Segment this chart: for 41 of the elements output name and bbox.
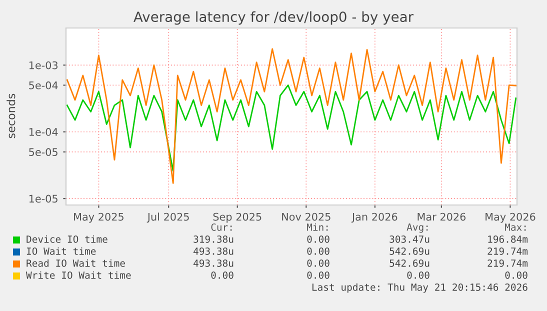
text: 493.38u	[194, 247, 234, 255]
text: Min:	[306, 223, 328, 231]
text: 219.74m	[488, 247, 528, 255]
text: 196.84m	[488, 235, 528, 243]
text: Last update: Thu May 21 20:15:46 2026	[312, 283, 528, 293]
y-axis-title: seconds	[6, 94, 16, 138]
x-tick-label: Sep 2025	[213, 212, 262, 223]
legend-label: Write IO Wait time	[26, 271, 131, 279]
text: 0.00	[307, 259, 330, 267]
legend-label: IO Wait time	[26, 247, 96, 255]
x-tick-label: Jul 2025	[146, 212, 189, 223]
y-tick-label: 1e-05	[29, 194, 58, 203]
line-series	[66, 84, 517, 172]
text: 219.74m	[488, 259, 528, 267]
text: Avg:	[406, 224, 428, 233]
text: 0.00	[307, 271, 330, 279]
x-tick-label: Nov 2025	[282, 212, 330, 221]
text: 0.00	[505, 271, 528, 279]
text: 493.38u	[194, 259, 234, 267]
y-tick-label: 1e-04	[29, 128, 58, 136]
y-tick-label: 5e-05	[29, 148, 58, 156]
chart-title: Average latency for /dev/loop0 - by year	[134, 11, 414, 25]
line-series	[66, 48, 517, 184]
legend-label: Device IO time	[26, 235, 108, 243]
text: Max:	[504, 224, 526, 231]
text: 0.00	[307, 235, 330, 243]
text: 303.47u	[390, 235, 430, 243]
y-tick-label: 1e-03	[29, 61, 58, 70]
x-tick-label: Jan 2026	[351, 212, 398, 223]
text: 0.00	[407, 271, 430, 279]
y-tick-label: 5e-04	[29, 81, 58, 90]
x-tick-label: Mar 2026	[418, 212, 466, 221]
x-tick-label: May 2025	[74, 212, 124, 223]
text: 542.69u	[390, 259, 430, 267]
text: 542.69u	[390, 247, 430, 255]
text: 0.00	[307, 247, 330, 255]
text: 0.00	[211, 271, 234, 279]
legend-label: Read IO Wait time	[26, 259, 125, 267]
text: Cur:	[211, 223, 232, 231]
text: 319.38u	[194, 235, 234, 243]
x-tick-label: May 2026	[486, 212, 536, 223]
